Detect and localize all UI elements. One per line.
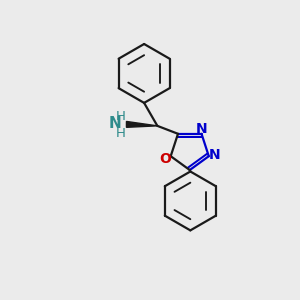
- Text: N: N: [209, 148, 220, 162]
- Text: N: N: [109, 116, 122, 131]
- Text: H: H: [116, 110, 125, 123]
- Polygon shape: [126, 122, 158, 127]
- Text: H: H: [116, 127, 125, 140]
- Text: N: N: [196, 122, 208, 136]
- Text: O: O: [159, 152, 171, 166]
